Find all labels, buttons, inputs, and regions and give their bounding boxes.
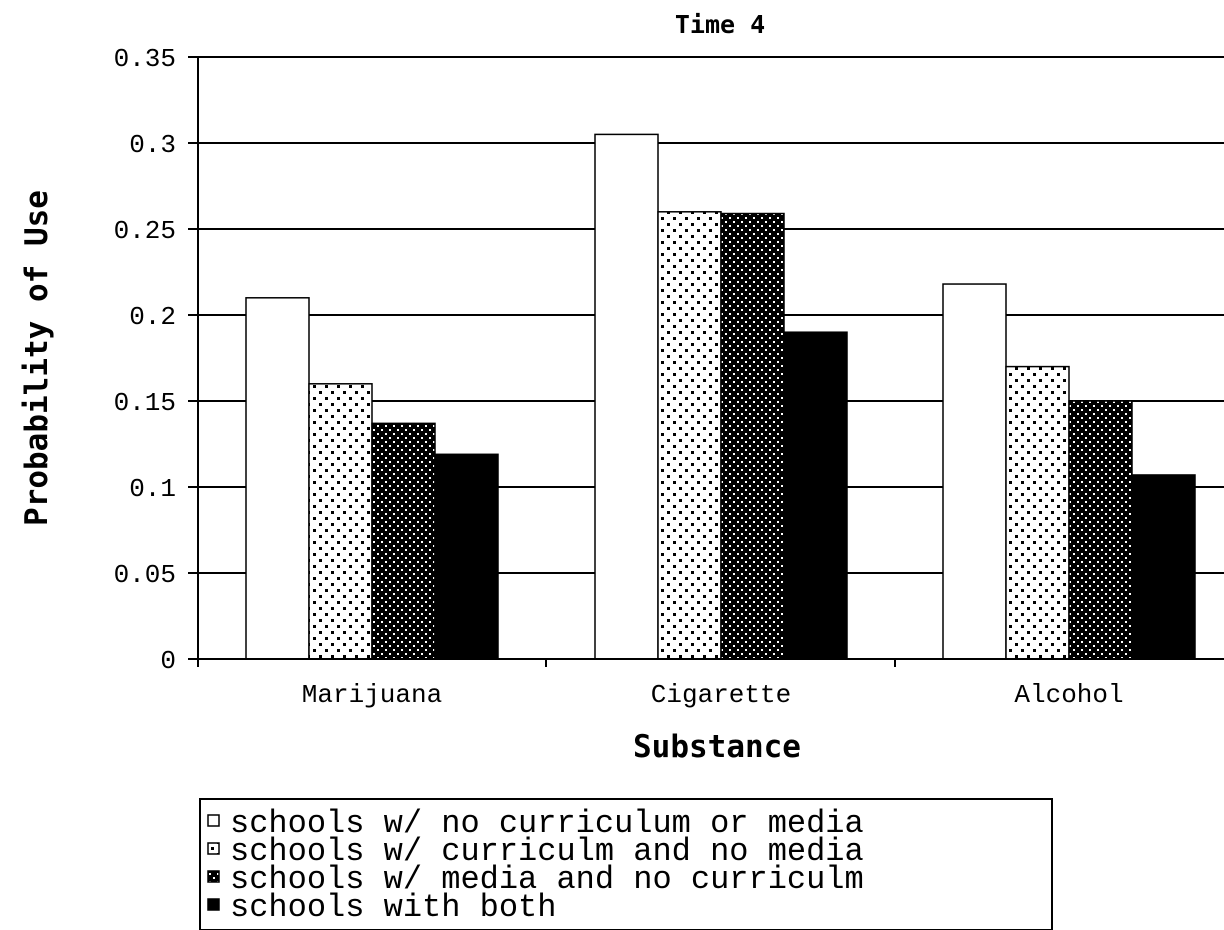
y-tick-label: 0.2 <box>129 302 176 332</box>
legend-label: schools w/ no curriculum or media <box>230 805 864 842</box>
y-tick-label: 0.15 <box>114 388 176 418</box>
legend-swatch <box>207 870 220 883</box>
y-axis-label: Probability of Use <box>19 190 55 526</box>
axes-group <box>197 57 1224 667</box>
y-tick-label: 0.3 <box>129 130 176 160</box>
legend-swatch <box>207 814 220 827</box>
x-tick-labels: Marijuana Cigarette Alcohol <box>302 680 1124 710</box>
legend-swatch <box>207 898 220 911</box>
y-tick-label: 0.25 <box>114 216 176 246</box>
bar-alcohol-series-2 <box>1005 365 1070 660</box>
legend-label: schools w/ curriculm and no media <box>230 833 864 870</box>
legend: schools w/ no curriculum or mediaschools… <box>199 798 1053 930</box>
bar-cigarette-series-1 <box>594 133 659 660</box>
y-tick-label: 0.05 <box>114 560 176 590</box>
y-tick-labels: 0 0.05 0.1 0.15 0.2 0.25 0.3 0.35 <box>114 44 176 676</box>
y-tick-label: 0.35 <box>114 44 176 74</box>
bar-marijuana-series-1 <box>245 297 310 660</box>
bar-marijuana-series-2 <box>308 383 373 660</box>
bar-alcohol-series-3 <box>1068 400 1133 660</box>
bar-cigarette-series-2 <box>657 211 722 660</box>
x-axis-label: Substance <box>633 729 801 765</box>
bar-marijuana-series-4 <box>434 453 499 660</box>
bars-group <box>245 133 1196 660</box>
chart-title: Time 4 <box>675 10 765 39</box>
legend-swatch <box>207 842 220 855</box>
bar-alcohol-series-4 <box>1131 474 1196 660</box>
x-tick-label: Alcohol <box>1014 680 1123 710</box>
x-tick-label: Marijuana <box>302 680 442 710</box>
y-tick-label: 0.1 <box>129 474 176 504</box>
legend-box <box>199 798 1053 930</box>
bar-cigarette-series-3 <box>720 212 785 660</box>
legend-label: schools with both <box>230 889 556 926</box>
legend-label: schools w/ media and no curriculm <box>230 861 864 898</box>
y-tick-label: 0 <box>160 646 176 676</box>
bar-cigarette-series-4 <box>783 331 848 660</box>
x-tick-label: Cigarette <box>651 680 791 710</box>
bar-alcohol-series-1 <box>942 283 1007 660</box>
bar-marijuana-series-3 <box>371 422 436 660</box>
